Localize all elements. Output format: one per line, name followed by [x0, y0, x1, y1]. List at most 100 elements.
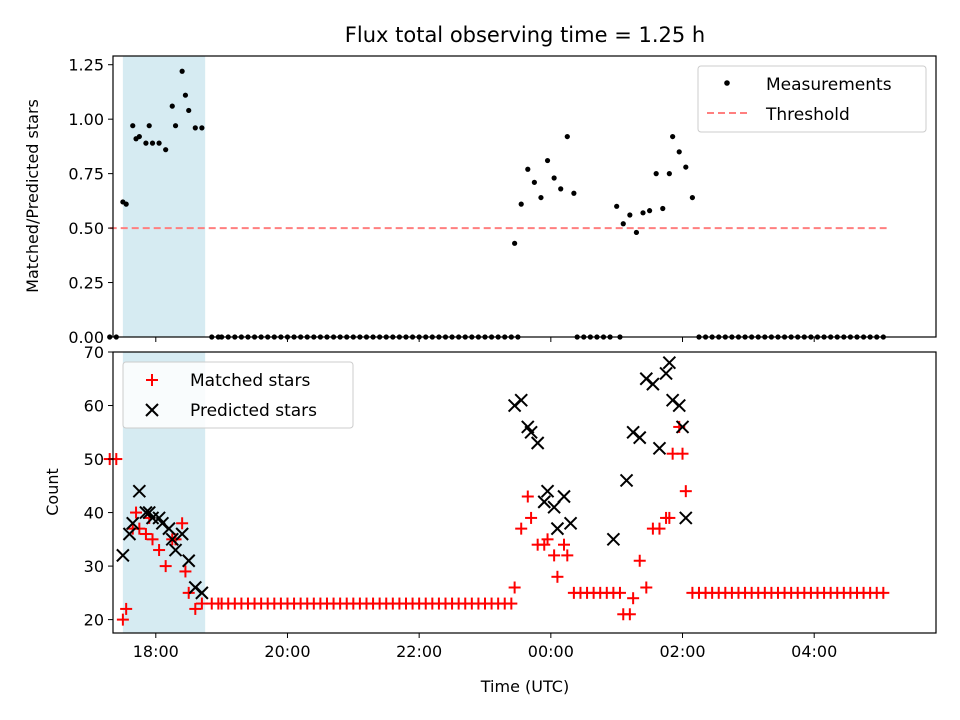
- predicted-stars-point: [563, 516, 578, 530]
- predicted-stars-point: [126, 516, 140, 530]
- measurement-point: [169, 103, 175, 109]
- predicted-stars-point: [116, 548, 130, 563]
- measurement-point: [192, 125, 198, 131]
- top-panel: 0.00 0.25 0.50 0.75 1.00 1.25 Matched/Predict…: [23, 55, 937, 347]
- measurement-point: [156, 140, 162, 146]
- bottom-legend: Matched stars Predicted stars: [122, 361, 354, 429]
- y-tick-label: 70: [84, 343, 104, 362]
- measurement-point: [551, 175, 557, 181]
- measurement-point: [670, 133, 676, 140]
- predicted-stars-point: [672, 398, 686, 413]
- legend-measurements-marker: [724, 80, 730, 86]
- predicted-stars-point: [122, 527, 137, 541]
- y-tick-label: 60: [84, 397, 104, 416]
- measurement-point: [518, 201, 524, 207]
- legend-predicted-stars-marker: [145, 403, 159, 417]
- x-tick-label: 22:00: [396, 642, 442, 661]
- measurement-point: [683, 164, 689, 170]
- matched-stars-point: [551, 570, 564, 583]
- top-legend-box: [697, 65, 927, 133]
- top-observing-window-shade: [122, 56, 206, 337]
- measurement-point: [620, 221, 626, 227]
- predicted-stars-point: [524, 425, 538, 439]
- measurement-point: [653, 171, 659, 177]
- predicted-stars-point: [675, 420, 690, 434]
- measurement-point: [186, 107, 192, 114]
- predicted-stars-point: [619, 473, 634, 488]
- bottom-panel-frame: [112, 351, 937, 634]
- matched-stars-point: [679, 485, 692, 498]
- measurement-point: [646, 208, 653, 214]
- legend-matched-stars-label: Matched stars: [190, 371, 310, 391]
- top-panel-title: Flux total observing time = 1.25 h: [345, 23, 705, 47]
- measurement-point: [136, 133, 142, 140]
- legend-measurements-label: Measurements: [766, 75, 892, 95]
- predicted-stars-point: [165, 532, 179, 547]
- y-tick-label: 0.75: [68, 165, 104, 184]
- predicted-stars-point: [547, 500, 561, 514]
- measurement-point: [146, 123, 152, 129]
- matched-stars-point: [653, 522, 666, 535]
- matched-stars-point: [627, 592, 640, 605]
- measurement-point: [544, 157, 551, 164]
- measurement-point: [660, 205, 666, 212]
- matched-stars-point: [633, 554, 646, 567]
- x-tick-label: 20:00: [264, 642, 310, 661]
- measurement-point: [666, 171, 672, 177]
- matched-stars-point: [508, 581, 521, 594]
- measurement-point: [525, 166, 531, 172]
- y-tick-label: 0.25: [68, 274, 104, 293]
- predicted-stars-point: [662, 355, 677, 370]
- matched-stars-point: [146, 533, 159, 546]
- bottom-panel-marks: [103, 355, 890, 626]
- matched-stars-point: [640, 581, 653, 594]
- measurement-point: [512, 240, 518, 246]
- top-panel-y-ticks: 0.00 0.25 0.50 0.75 1.00 1.25: [68, 56, 113, 347]
- y-tick-label: 40: [84, 504, 104, 523]
- measurement-point: [633, 229, 640, 236]
- measurement-point: [130, 123, 136, 129]
- matched-stars-point: [676, 447, 689, 460]
- matched-stars-point: [561, 549, 574, 562]
- predicted-stars-point: [145, 511, 160, 525]
- measurement-point: [172, 123, 179, 129]
- predicted-stars-point: [168, 543, 183, 557]
- measurement-point: [640, 210, 646, 216]
- matched-stars-point: [548, 549, 561, 562]
- top-panel-frame: [112, 55, 937, 338]
- matched-stars-point: [130, 506, 143, 519]
- matched-stars-point: [623, 608, 636, 621]
- measurement-point: [143, 140, 149, 146]
- legend-matched-stars-marker: [146, 374, 158, 386]
- measurement-point: [676, 149, 682, 155]
- predicted-stars-point: [659, 366, 673, 381]
- measurement-point: [538, 194, 544, 201]
- y-tick-label: 0.00: [68, 328, 104, 347]
- legend-predicted-stars-label: Predicted stars: [190, 401, 317, 421]
- measurement-point: [163, 147, 169, 153]
- predicted-stars-point: [679, 511, 693, 525]
- matched-stars-point: [159, 560, 172, 573]
- x-tick-label: 00:00: [528, 642, 574, 661]
- matched-stars-point: [525, 511, 538, 524]
- matched-stars-point: [558, 538, 571, 551]
- measurement-point: [182, 92, 189, 98]
- predicted-stars-point: [540, 484, 555, 498]
- matched-stars-point: [120, 602, 133, 615]
- predicted-stars-point: [646, 377, 660, 391]
- matched-stars-point: [521, 490, 534, 503]
- matched-stars-point: [179, 565, 192, 578]
- measurement-point: [179, 68, 185, 74]
- matched-stars-point: [505, 597, 518, 610]
- bottom-panel: 20 30 40 50 60 70 18:00 20:00 22:00 00:00 02:00 04…: [43, 343, 937, 696]
- predicted-stars-point: [132, 484, 147, 498]
- measurement-point: [564, 133, 570, 140]
- top-legend: Measurements Threshold: [697, 65, 927, 133]
- y-tick-label: 30: [84, 557, 104, 576]
- measurement-point: [614, 203, 620, 209]
- top-y-axis-label: Matched/Predicted stars: [23, 99, 42, 293]
- predicted-stars-point: [557, 489, 571, 504]
- bottom-panel-x-ticks: 18:00 20:00 22:00 00:00 02:00 04:00: [133, 633, 837, 661]
- x-tick-label: 04:00: [791, 642, 837, 661]
